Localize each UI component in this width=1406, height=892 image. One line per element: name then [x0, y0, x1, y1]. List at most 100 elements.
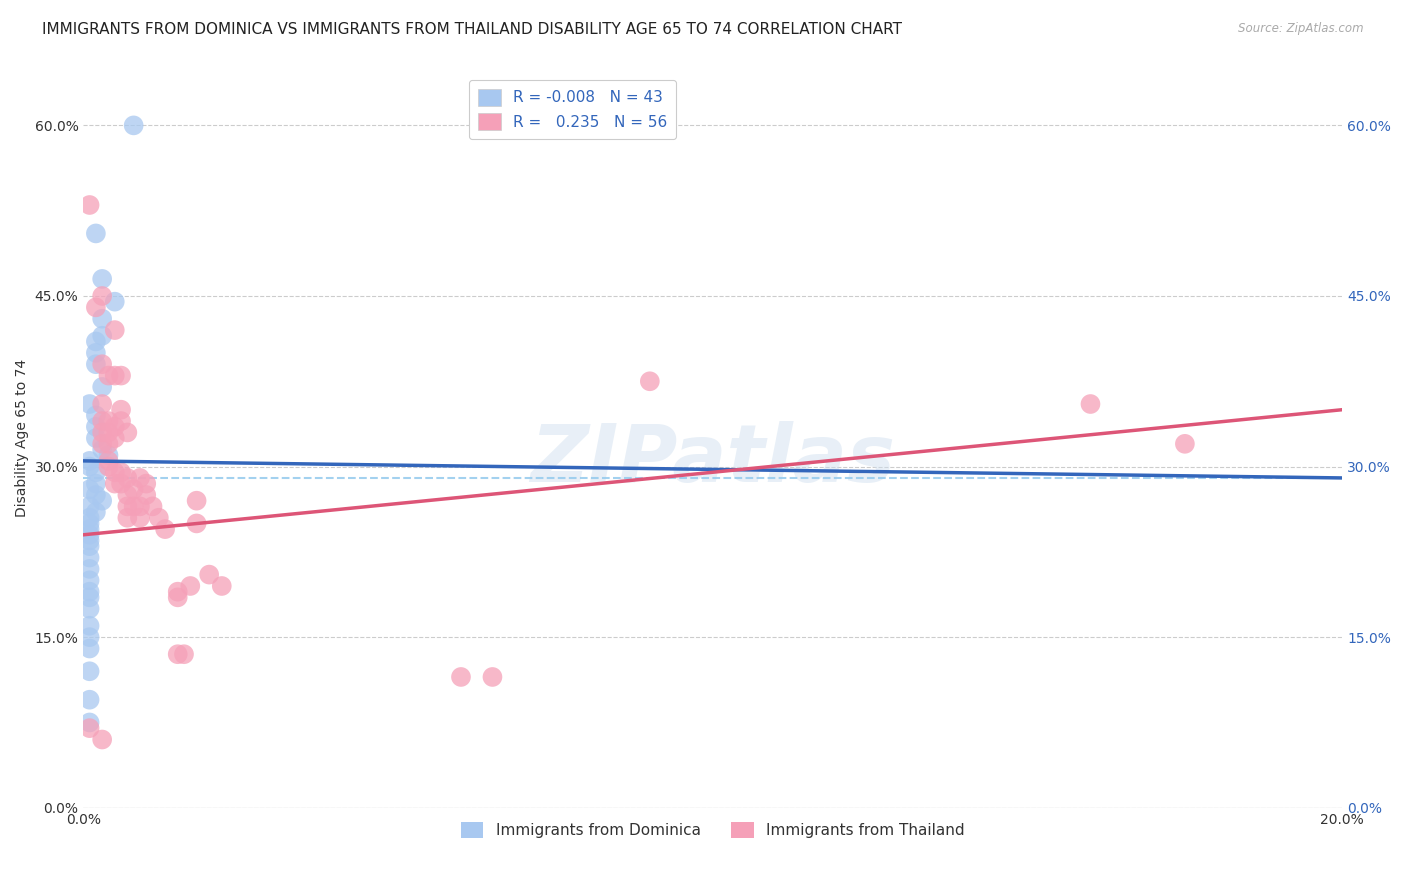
Point — [153, 522, 176, 536]
Point — [117, 500, 139, 514]
Point — [79, 715, 101, 730]
Point — [166, 647, 188, 661]
Point — [450, 670, 472, 684]
Point — [211, 579, 233, 593]
Point — [117, 471, 139, 485]
Point — [110, 414, 132, 428]
Legend: Immigrants from Dominica, Immigrants from Thailand: Immigrants from Dominica, Immigrants fro… — [454, 815, 972, 845]
Point — [79, 198, 101, 212]
Point — [129, 471, 152, 485]
Point — [91, 493, 114, 508]
Point — [110, 402, 132, 417]
Point — [638, 374, 661, 388]
Point — [122, 483, 145, 497]
Text: ZIPatlas: ZIPatlas — [530, 421, 896, 500]
Point — [110, 368, 132, 383]
Point — [97, 368, 120, 383]
Point — [117, 510, 139, 524]
Point — [129, 510, 152, 524]
Point — [104, 476, 127, 491]
Point — [79, 454, 101, 468]
Point — [84, 409, 107, 423]
Point — [79, 591, 101, 605]
Point — [104, 368, 127, 383]
Point — [79, 528, 101, 542]
Point — [186, 493, 208, 508]
Text: IMMIGRANTS FROM DOMINICA VS IMMIGRANTS FROM THAILAND DISABILITY AGE 65 TO 74 COR: IMMIGRANTS FROM DOMINICA VS IMMIGRANTS F… — [42, 22, 903, 37]
Point — [79, 522, 101, 536]
Point — [186, 516, 208, 531]
Point — [1080, 397, 1102, 411]
Point — [79, 665, 101, 679]
Point — [91, 311, 114, 326]
Point — [198, 567, 221, 582]
Point — [104, 323, 127, 337]
Point — [79, 397, 101, 411]
Text: Source: ZipAtlas.com: Source: ZipAtlas.com — [1239, 22, 1364, 36]
Point — [79, 574, 101, 588]
Point — [104, 431, 127, 445]
Point — [135, 476, 157, 491]
Point — [91, 289, 114, 303]
Point — [84, 357, 107, 371]
Point — [97, 448, 120, 462]
Point — [79, 550, 101, 565]
Point — [481, 670, 503, 684]
Point — [79, 641, 101, 656]
Point — [79, 483, 101, 497]
Point — [141, 500, 163, 514]
Point — [79, 630, 101, 644]
Y-axis label: Disability Age 65 to 74: Disability Age 65 to 74 — [15, 359, 30, 517]
Point — [117, 425, 139, 440]
Point — [79, 562, 101, 576]
Point — [91, 437, 114, 451]
Point — [91, 272, 114, 286]
Point — [91, 425, 114, 440]
Point — [104, 465, 127, 479]
Point — [166, 591, 188, 605]
Point — [97, 459, 120, 474]
Point — [84, 334, 107, 349]
Point — [91, 380, 114, 394]
Point — [79, 459, 101, 474]
Point — [135, 488, 157, 502]
Point — [84, 476, 107, 491]
Point — [122, 500, 145, 514]
Point — [97, 437, 120, 451]
Point — [79, 584, 101, 599]
Point — [122, 119, 145, 133]
Point — [148, 510, 170, 524]
Point — [79, 619, 101, 633]
Point — [84, 488, 107, 502]
Point — [79, 533, 101, 548]
Point — [1174, 437, 1197, 451]
Point — [97, 425, 120, 440]
Point — [91, 442, 114, 457]
Point — [97, 414, 120, 428]
Point — [84, 227, 107, 241]
Point — [91, 357, 114, 371]
Point — [129, 500, 152, 514]
Point — [79, 516, 101, 531]
Point — [179, 579, 201, 593]
Point — [104, 419, 127, 434]
Point — [79, 500, 101, 514]
Point — [79, 510, 101, 524]
Point — [166, 584, 188, 599]
Point — [91, 414, 114, 428]
Point — [84, 465, 107, 479]
Point — [84, 505, 107, 519]
Point — [91, 732, 114, 747]
Point — [110, 476, 132, 491]
Point — [79, 539, 101, 553]
Point — [84, 346, 107, 360]
Point — [84, 301, 107, 315]
Point — [117, 488, 139, 502]
Point — [79, 721, 101, 735]
Point — [84, 431, 107, 445]
Point — [173, 647, 195, 661]
Point — [84, 419, 107, 434]
Point — [79, 601, 101, 615]
Point — [104, 294, 127, 309]
Point — [91, 397, 114, 411]
